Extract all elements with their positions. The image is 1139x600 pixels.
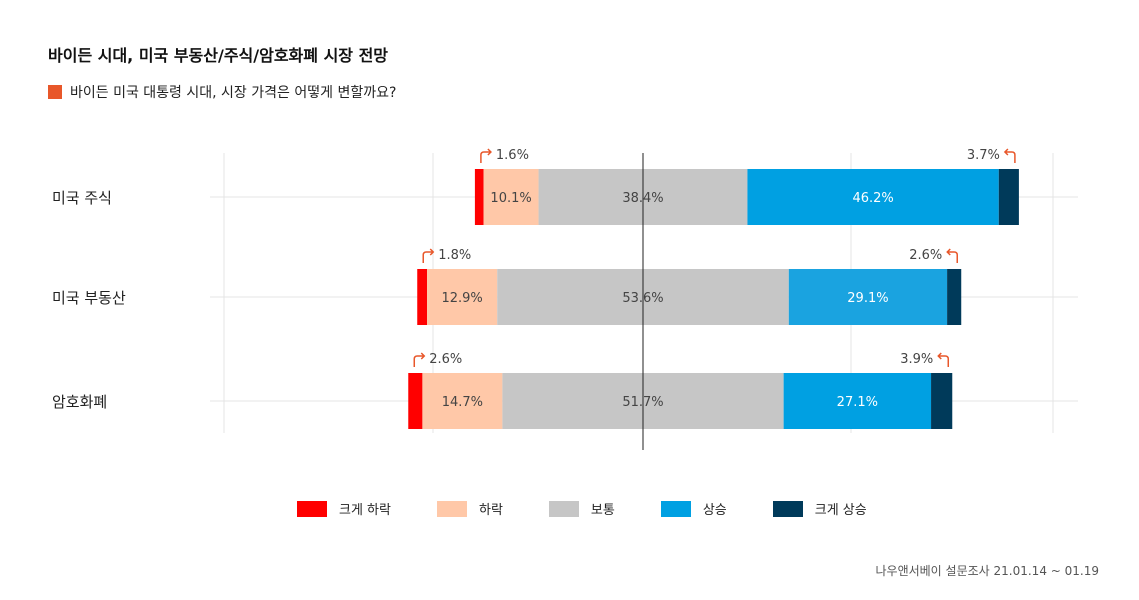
arrow-crypto-big-down-icon (413, 352, 426, 367)
data-label-real-estate-big-up: 2.6% (909, 248, 942, 263)
legend-item-down: 하락 (436, 499, 503, 518)
bar-crypto-up (783, 373, 932, 429)
category-label-real-estate: 미국 부동산 (52, 289, 126, 307)
legend-item-big-up: 크게 상승 (772, 499, 867, 518)
category-label-stocks: 미국 주식 (52, 189, 112, 207)
legend-label-neutral: 보통 (590, 503, 615, 518)
legend-label-up: 상승 (702, 503, 727, 518)
bar-crypto-big-up (931, 373, 953, 429)
data-label-real-estate-up: 29.1% (847, 291, 888, 306)
legend-label-down: 하락 (478, 503, 503, 518)
arrow-stocks-big-down-icon (480, 148, 492, 163)
bar-stocks-big-up (998, 169, 1019, 225)
arrow-crypto-big-up-icon (937, 352, 950, 367)
data-label-stocks-down: 10.1% (490, 191, 531, 206)
chart-title: 바이든 시대, 미국 부동산/주식/암호화폐 시장 전망 (48, 46, 389, 65)
data-label-crypto-big-down: 2.6% (429, 352, 462, 367)
data-label-crypto-up: 27.1% (837, 395, 878, 410)
bar-real-estate-big-down (417, 269, 428, 325)
subtitle-marker-icon (48, 85, 62, 99)
arrow-real-estate-big-up-icon (946, 248, 958, 263)
legend-swatch-neutral (548, 500, 579, 517)
bar-stocks-down (483, 169, 539, 225)
category-label-crypto: 암호화폐 (52, 393, 107, 411)
bar-crypto-big-down (408, 373, 423, 429)
legend-swatch-big-up (772, 500, 803, 517)
data-label-stocks-up: 46.2% (852, 191, 893, 206)
legend-item-neutral: 보통 (548, 499, 615, 518)
arrow-real-estate-big-down-icon (422, 248, 435, 263)
bar-real-estate-up (788, 269, 948, 325)
arrow-stocks-big-up-icon (1003, 148, 1016, 163)
data-label-crypto-big-up: 3.9% (900, 352, 933, 367)
chart-legend: 크게 하락 하락 보통 상승 크게 상승 (297, 499, 913, 518)
data-label-crypto-down: 14.7% (442, 395, 483, 410)
legend-item-up: 상승 (660, 499, 727, 518)
data-label-real-estate-big-down: 1.8% (438, 248, 471, 263)
data-label-stocks-big-down: 1.6% (496, 148, 529, 163)
bar-real-estate-down (427, 269, 498, 325)
legend-label-big-up: 크게 상승 (814, 503, 867, 518)
data-label-real-estate-down: 12.9% (441, 291, 482, 306)
legend-swatch-down (436, 500, 467, 517)
bar-stocks-up (747, 169, 999, 225)
bar-stocks-big-down (474, 169, 484, 225)
source-note: 나우앤서베이 설문조사 21.01.14 ~ 01.19 (875, 564, 1099, 578)
legend-swatch-up (660, 500, 691, 517)
legend-swatch-big-down (297, 500, 327, 517)
data-label-stocks-big-up: 3.7% (967, 148, 1000, 163)
bar-crypto-down (422, 373, 503, 429)
legend-item-big-down: 크게 하락 (297, 499, 391, 518)
subtitle-text: 바이든 미국 대통령 시대, 시장 가격은 어떻게 변할까요? (70, 85, 397, 101)
legend-label-big-down: 크게 하락 (339, 503, 391, 518)
bar-real-estate-big-up (947, 269, 962, 325)
chart-subtitle: 바이든 미국 대통령 시대, 시장 가격은 어떻게 변할까요? (48, 82, 396, 102)
